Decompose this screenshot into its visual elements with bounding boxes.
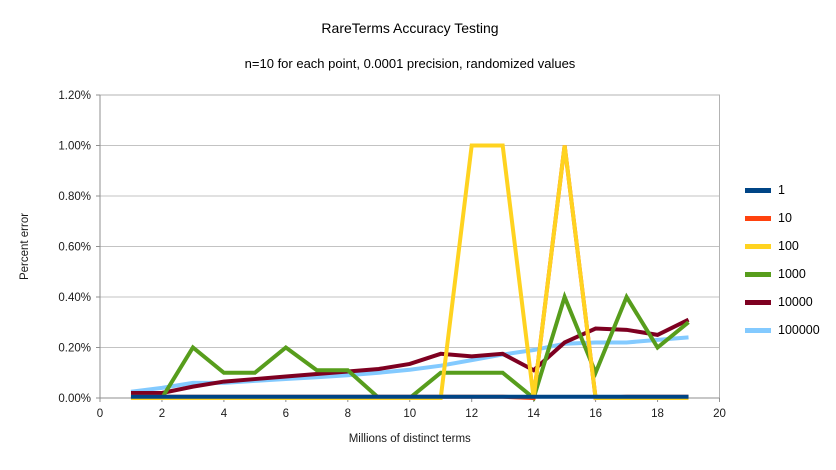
svg-text:10: 10 <box>403 408 416 420</box>
svg-text:14: 14 <box>527 408 540 420</box>
svg-text:0.00%: 0.00% <box>58 393 91 405</box>
svg-text:16: 16 <box>589 408 602 420</box>
legend-swatch <box>745 243 771 249</box>
legend-item: 1 <box>745 179 820 201</box>
legend-swatch <box>745 271 771 277</box>
chart-subtitle: n=10 for each point, 0.0001 precision, r… <box>244 56 576 71</box>
legend-swatch <box>745 327 771 333</box>
legend-label: 100000 <box>778 323 820 337</box>
svg-text:Millions of distinct terms: Millions of distinct terms <box>349 433 471 445</box>
svg-text:20: 20 <box>713 408 726 420</box>
legend-label: 10 <box>778 211 792 225</box>
legend-label: 100 <box>778 239 799 253</box>
legend-item: 1000 <box>745 263 820 285</box>
legend-label: 10000 <box>778 295 813 309</box>
svg-text:0.40%: 0.40% <box>58 292 91 304</box>
legend-item: 10 <box>745 207 820 229</box>
chart-title: RareTerms Accuracy Testing <box>321 20 499 36</box>
svg-text:0: 0 <box>97 408 103 420</box>
svg-text:1.00%: 1.00% <box>58 141 91 153</box>
svg-text:0.60%: 0.60% <box>58 242 91 254</box>
svg-text:0.20%: 0.20% <box>58 343 91 355</box>
legend: 1 10 100 1000 10000 100000 <box>745 179 820 347</box>
svg-text:4: 4 <box>221 408 228 420</box>
legend-swatch <box>745 187 771 193</box>
legend-item: 10000 <box>745 291 820 313</box>
svg-text:8: 8 <box>345 408 351 420</box>
legend-swatch <box>745 299 771 305</box>
svg-text:2: 2 <box>159 408 165 420</box>
svg-text:1.20%: 1.20% <box>58 90 91 102</box>
legend-label: 1 <box>778 183 785 197</box>
svg-text:6: 6 <box>283 408 289 420</box>
legend-item: 100000 <box>745 319 820 341</box>
svg-text:0.80%: 0.80% <box>58 191 91 203</box>
legend-item: 100 <box>745 235 820 257</box>
svg-text:18: 18 <box>651 408 664 420</box>
legend-swatch <box>745 215 771 221</box>
legend-label: 1000 <box>778 267 806 281</box>
svg-text:12: 12 <box>465 408 478 420</box>
svg-text:Percent error: Percent error <box>19 213 31 280</box>
